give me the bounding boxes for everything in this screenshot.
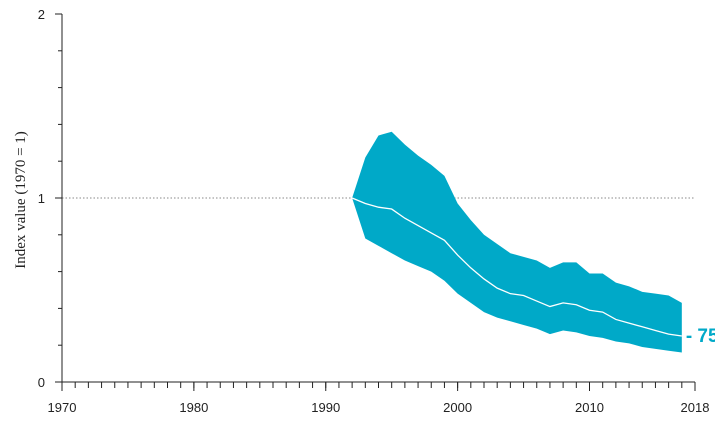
- x-tick-label: 2010: [575, 400, 604, 415]
- confidence-band-layer: [352, 131, 682, 353]
- y-tick-label: 2: [38, 7, 45, 22]
- y-tick-label: 0: [38, 375, 45, 390]
- y-tick-label: 1: [38, 191, 45, 206]
- axis-layer: 1970 1980 1990 2000 2010 2018 0 1 2: [38, 7, 710, 415]
- x-tick-label: 2018: [681, 400, 710, 415]
- index-line: [351, 197, 682, 337]
- index-line-layer: [351, 197, 682, 337]
- x-tick-label: 1970: [48, 400, 77, 415]
- label-layer: Index value (1970 = 1) - 75%: [13, 131, 715, 347]
- decline-annotation: - 75%: [686, 326, 715, 347]
- y-axis-label: Index value (1970 = 1): [13, 131, 29, 269]
- x-tick-label: 2000: [443, 400, 472, 415]
- x-tick-label: 1980: [179, 400, 208, 415]
- confidence-band: [352, 131, 682, 353]
- x-tick-label: 1990: [311, 400, 340, 415]
